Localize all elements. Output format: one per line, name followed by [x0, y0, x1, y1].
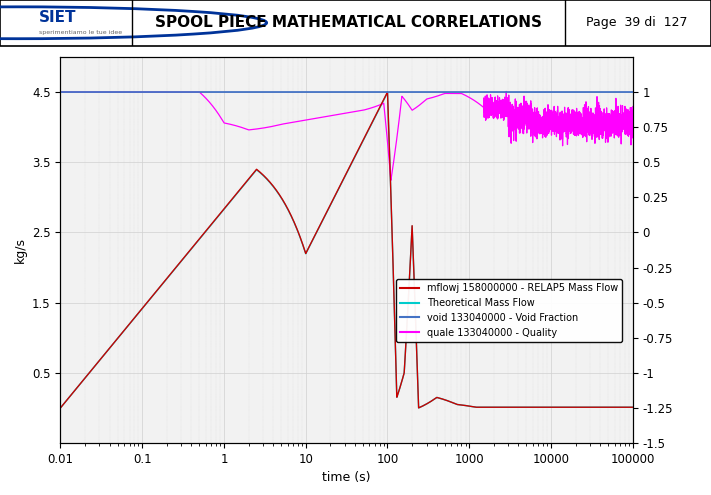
Text: sperimentiamo le tue idee: sperimentiamo le tue idee — [39, 30, 122, 35]
FancyBboxPatch shape — [0, 0, 711, 46]
Text: SPOOL PIECE MATHEMATICAL CORRELATIONS: SPOOL PIECE MATHEMATICAL CORRELATIONS — [155, 15, 542, 30]
Legend: mflowj 158000000 - RELAP5 Mass Flow, Theoretical Mass Flow, void 133040000 - Voi: mflowj 158000000 - RELAP5 Mass Flow, The… — [396, 279, 622, 342]
Y-axis label: kg/s: kg/s — [14, 237, 26, 263]
Text: SIET: SIET — [39, 10, 77, 25]
X-axis label: time (s): time (s) — [322, 471, 371, 484]
Text: Page  39 di  127: Page 39 di 127 — [586, 16, 687, 29]
